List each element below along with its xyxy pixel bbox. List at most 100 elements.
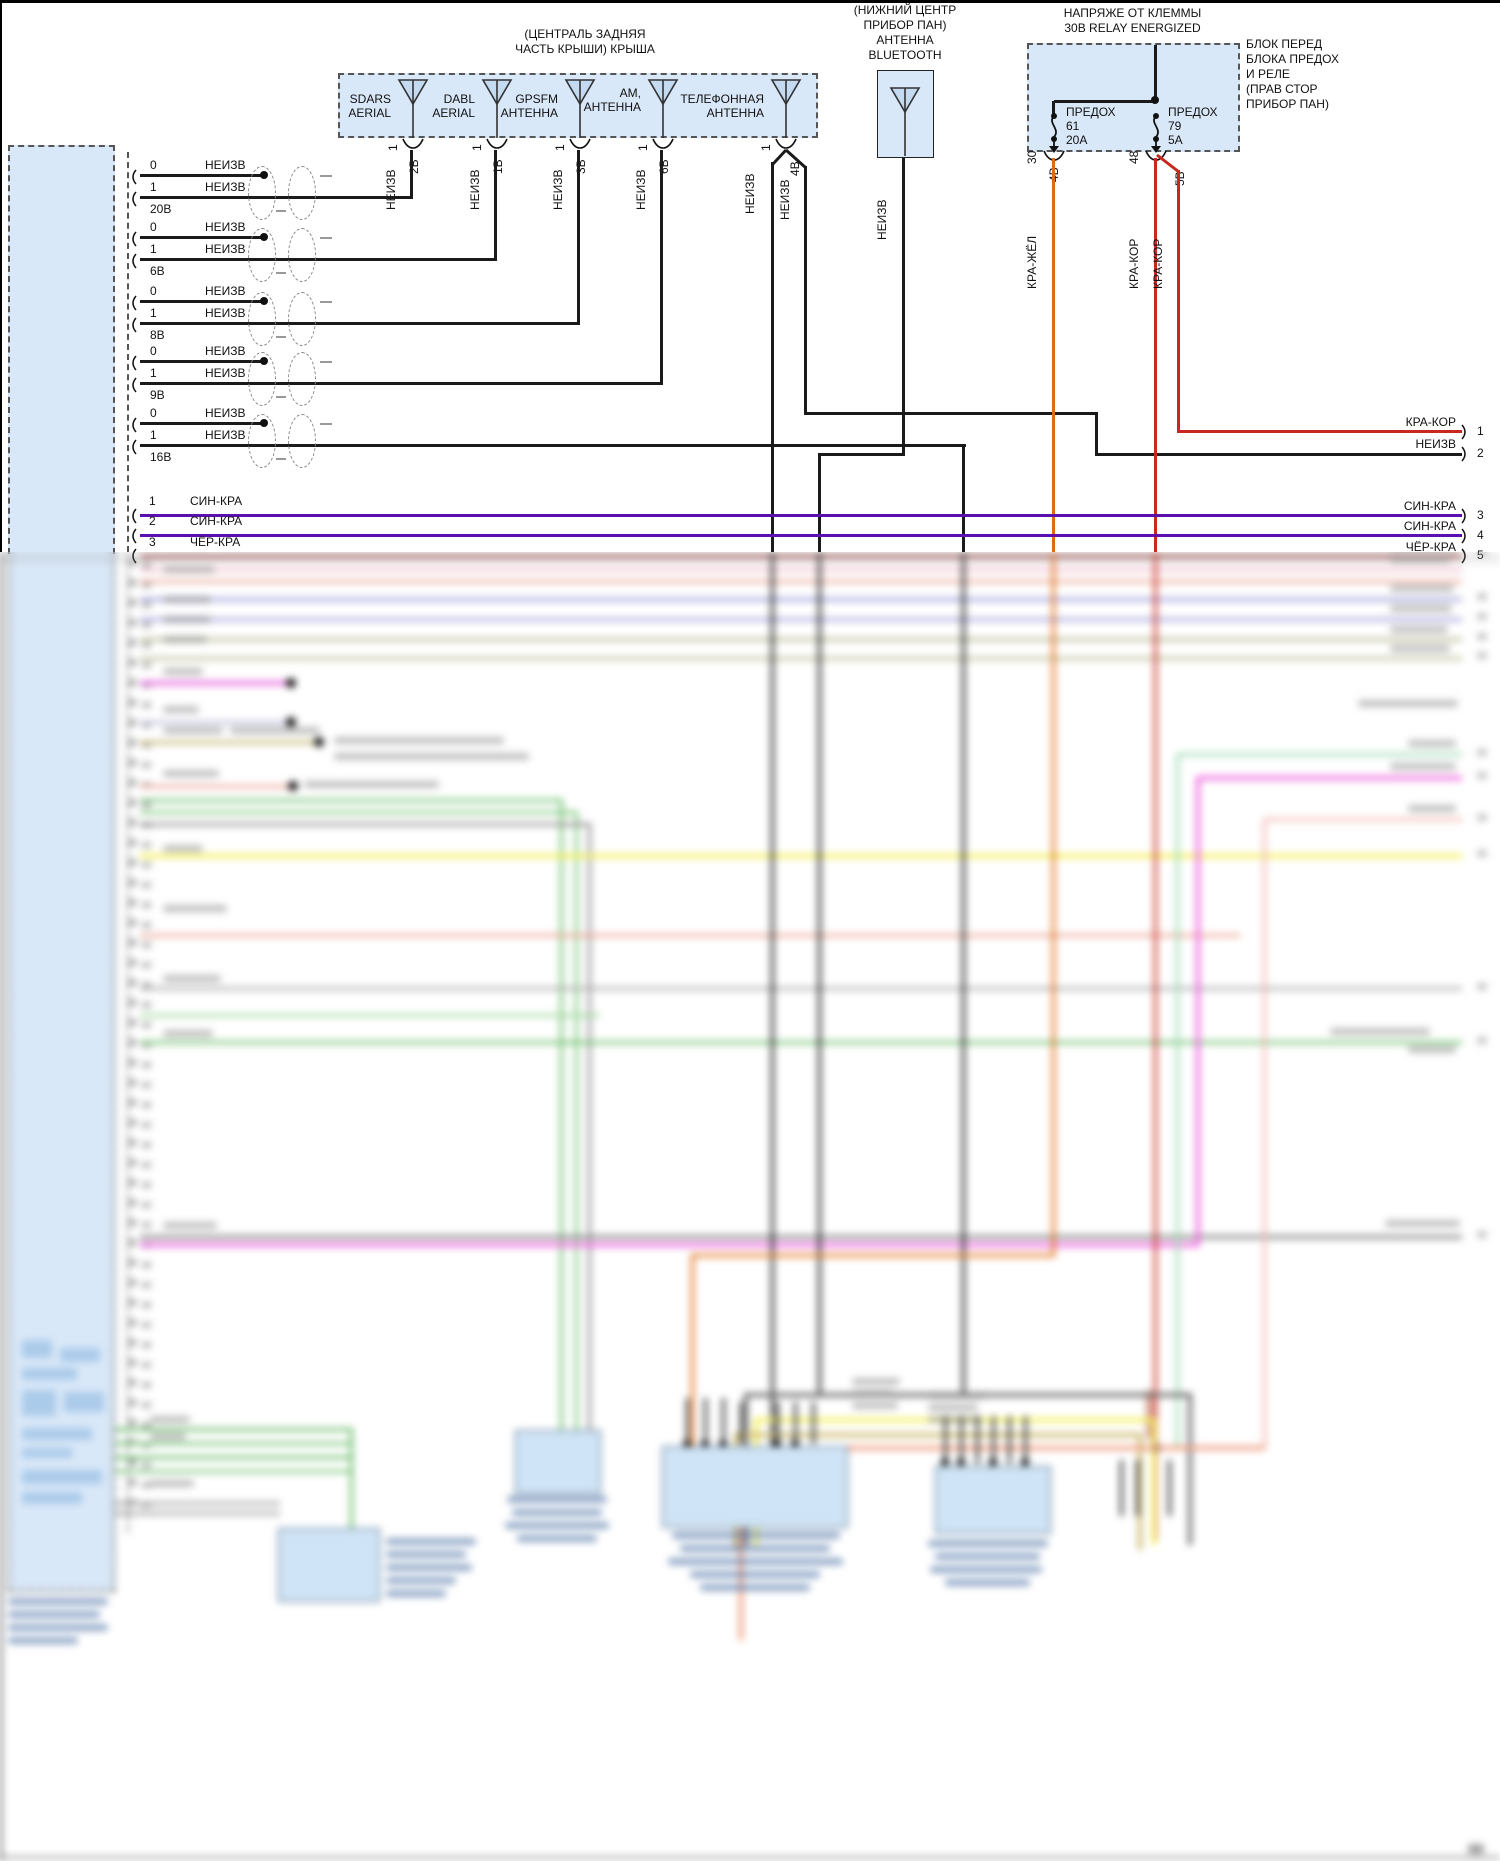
module-box: [662, 1446, 848, 1528]
connector-symbol: [775, 138, 797, 149]
pin-number: 3: [149, 535, 156, 549]
shield-dash: [276, 336, 286, 338]
wire-sin-kra: [140, 514, 1462, 517]
wire-neizv: [660, 150, 663, 385]
pin-number: 0: [150, 158, 157, 172]
pin-number: 1: [470, 144, 484, 151]
wire-label: НЕИЗВ: [1415, 437, 1456, 451]
module-box: [515, 1430, 601, 1494]
fuse-name: ПРЕДОХ: [1168, 105, 1218, 119]
pin-number: 1: [150, 306, 157, 320]
pin-number: 0: [150, 406, 157, 420]
fuse-number: 61: [1066, 119, 1080, 133]
connector-symbol: [486, 138, 508, 149]
wire-kra-kor: [1177, 170, 1180, 433]
antenna-icon: [564, 79, 596, 138]
connector-bracket: [127, 152, 129, 552]
wire-label: СИН-КРА: [1403, 499, 1456, 513]
antenna-label-am: AM, АНТЕННА: [583, 86, 641, 114]
wire-label: КРА-КОР: [1127, 238, 1141, 289]
fusebox-title: НАПРЯЖЕ ОТ КЛЕММЫ 30В RELAY ENERGIZED: [1063, 6, 1202, 35]
fuse-symbol-61: [1049, 113, 1059, 153]
wire-neizv-shield: [140, 236, 264, 239]
wire-neizv: [804, 412, 1098, 415]
wire-label: НЕИЗВ: [205, 366, 246, 380]
wire-label: НЕИЗВ: [875, 199, 889, 240]
junction-dot: [1151, 96, 1159, 104]
wire-neizv: [140, 196, 413, 199]
wire-label: СИН-КРА: [190, 514, 243, 528]
connector-symbol: [402, 138, 424, 149]
wire-kra-kor: [1154, 158, 1157, 552]
wire-neizv-shield: [140, 174, 264, 177]
wire-neizv: [1095, 412, 1098, 456]
pin-arc: [132, 417, 137, 433]
pin-number: 0: [150, 220, 157, 234]
pin-number: 2: [149, 514, 156, 528]
shield-symbol: [248, 352, 276, 406]
wire-neizv-bluetooth: [818, 455, 821, 552]
shield-dash: [276, 458, 286, 460]
shield-dash: [276, 210, 286, 212]
pin-number: 48: [1127, 150, 1141, 164]
shield-dash: [320, 423, 332, 425]
fuse-rating: 5A: [1168, 133, 1183, 147]
wire-label: НЕИЗВ: [743, 173, 757, 214]
wire-label: НЕИЗВ: [778, 179, 792, 220]
pin-arc: [132, 317, 137, 333]
pin-arc: [1461, 528, 1466, 544]
module-box: [278, 1528, 380, 1602]
pin-arc: [132, 439, 137, 455]
pin-number: 1: [150, 428, 157, 442]
page-border-left: [0, 0, 2, 552]
connector-id: 20В: [150, 202, 172, 216]
pin-arc: [1461, 424, 1466, 440]
head-unit-box-lower: [8, 552, 115, 1592]
antenna-icon: [889, 87, 921, 156]
head-unit-box: [8, 145, 115, 554]
pin-number: 1: [553, 144, 567, 151]
wire-fork: [771, 148, 808, 170]
pin-arc: [1461, 446, 1466, 462]
pin-number: 0: [150, 344, 157, 358]
antenna-icon: [647, 79, 679, 138]
pin-arc: [132, 295, 137, 311]
wire-label: КРА-ЖЁЛ: [1025, 235, 1039, 289]
fuse-symbol-79: [1151, 113, 1161, 153]
pin-number: 1: [150, 366, 157, 380]
fuse-rating: 20A: [1066, 133, 1088, 147]
shield-symbol: [248, 166, 276, 220]
wire-sin-kra: [140, 534, 1462, 537]
shield-dash: [276, 272, 286, 274]
wire-neizv-shield: [140, 300, 264, 303]
wire-neizv: [771, 162, 774, 552]
shield-dash: [320, 301, 332, 303]
wire-kra-kor: [1178, 430, 1462, 433]
shield-dash: [276, 396, 286, 398]
wire-neizv: [410, 150, 413, 199]
antenna-icon: [770, 79, 802, 138]
pin-number: 1: [386, 144, 400, 151]
shield-symbol: [248, 292, 276, 346]
pin-number: 5: [1477, 548, 1484, 562]
pin-arc: [132, 253, 137, 269]
fuse-name: ПРЕДОХ: [1066, 105, 1116, 119]
wire-label: ЧЁР-КРА: [190, 535, 241, 549]
pin-number: 1: [150, 180, 157, 194]
feed-wire: [1054, 100, 1156, 103]
wire-label: НЕИЗВ: [205, 406, 246, 420]
wire-label: НЕИЗВ: [205, 428, 246, 442]
shield-dash: [320, 361, 332, 363]
wire-neizv-bluetooth: [902, 158, 905, 456]
wire-label: НЕИЗВ: [384, 169, 398, 210]
pin-arc: [132, 191, 137, 207]
connector-id: 6В: [150, 264, 165, 278]
pin-arc: [132, 528, 137, 544]
shield-symbol: [288, 352, 316, 406]
pin-arc: [132, 355, 137, 371]
fusebox-note: БЛОК ПЕРЕД БЛОКА ПРЕДОХ И РЕЛЕ (ПРАВ СТОР …: [1246, 37, 1339, 111]
shield-dash: [320, 175, 332, 177]
pin-number: 1: [150, 242, 157, 256]
connector-symbol: [652, 138, 674, 149]
fuse-number: 79: [1168, 119, 1182, 133]
